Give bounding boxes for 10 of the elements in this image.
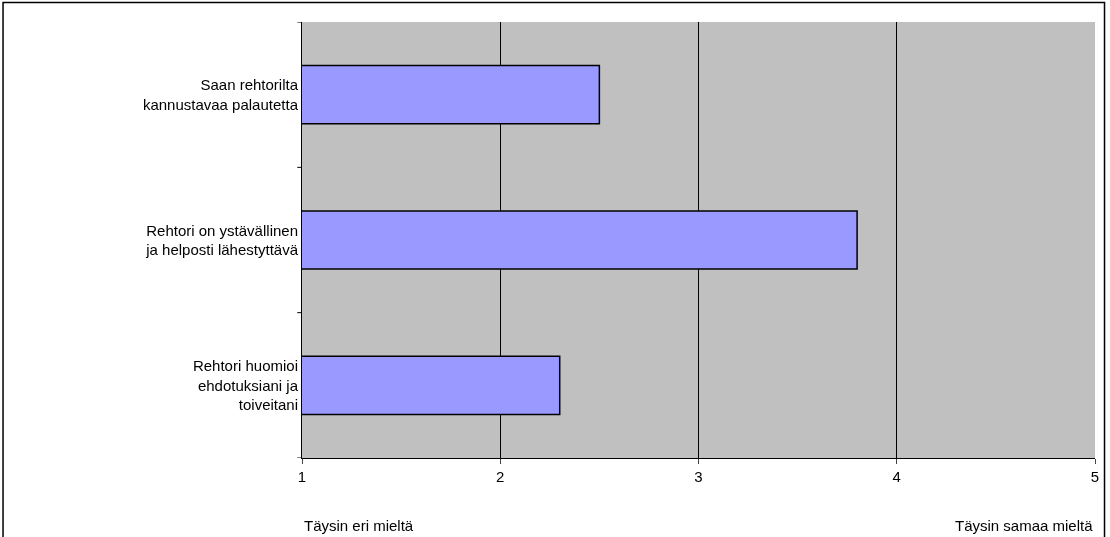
x-tick-label: 3 [694, 468, 703, 485]
y-tick-label: Rehtori huomioi ehdotuksiani ja toiveitani [192, 357, 299, 414]
y-tick-label: Rehtori on ystävällinen ja helposti lähestyttävä [145, 221, 299, 258]
y-tick-label: Saan rehtorilta kannustavaa palautetta [142, 76, 299, 113]
x-tick-label: 1 [297, 468, 307, 485]
text: Täysin samaa mieltä [955, 517, 1094, 534]
x-tick-label: 2 [496, 468, 505, 485]
text: Täysin eri mieltä [304, 517, 414, 534]
x-tick-label: 5 [1090, 468, 1100, 485]
x-tick-label: 4 [892, 468, 901, 485]
